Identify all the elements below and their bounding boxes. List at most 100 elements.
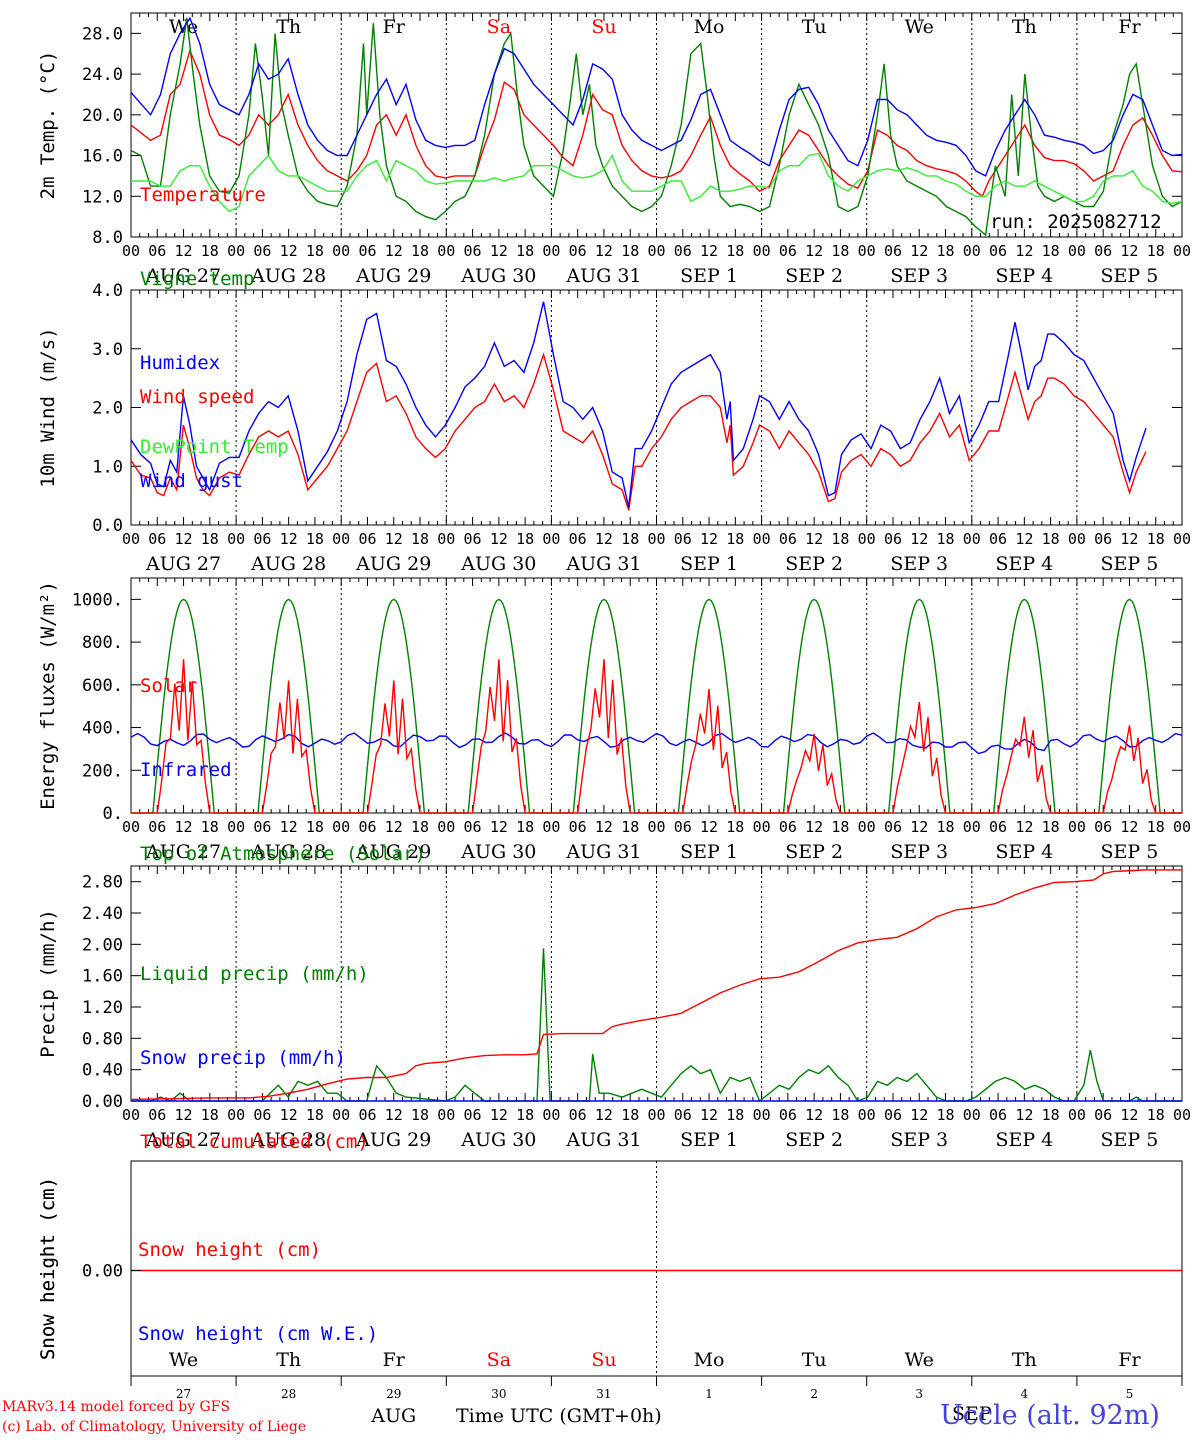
date-label: SEP 3: [890, 553, 948, 575]
hour-tick-label: 00: [858, 818, 876, 836]
date-label: SEP 1: [680, 841, 738, 863]
hour-tick-label: 18: [1147, 530, 1165, 548]
date-label: AUG 30: [460, 265, 536, 287]
hour-tick-label: 12: [805, 1106, 823, 1124]
hour-tick-label: 06: [674, 1106, 692, 1124]
hour-tick-label: 00: [647, 242, 665, 260]
hour-tick-label: 00: [1173, 1106, 1191, 1124]
legend-wind-speed: Wind speed: [140, 386, 255, 408]
hour-tick-label: 18: [936, 530, 954, 548]
date-label: SEP 1: [680, 553, 738, 575]
hour-tick-label: 06: [779, 530, 797, 548]
day-name-label: Th: [1012, 16, 1037, 38]
hour-tick-label: 12: [280, 1106, 298, 1124]
date-label: SEP 4: [995, 841, 1053, 863]
hour-tick-label: 18: [936, 818, 954, 836]
y-tick-label: 1.60: [82, 967, 123, 987]
hour-tick-label: 00: [227, 242, 245, 260]
hour-tick-label: 18: [1147, 242, 1165, 260]
legend-snow-height-we: Snow height (cm W.E.): [138, 1323, 379, 1345]
legend-temperature: Temperature: [140, 184, 266, 206]
hour-tick-label: 06: [1094, 530, 1112, 548]
date-label: AUG 28: [250, 553, 326, 575]
date-label: AUG 30: [460, 841, 536, 863]
series-solar: [131, 659, 1182, 814]
hour-tick-label: 00: [753, 1106, 771, 1124]
date-label: SEP 3: [890, 841, 948, 863]
hour-tick-label: 12: [595, 818, 613, 836]
hour-tick-label: 12: [385, 530, 403, 548]
hour-tick-label: 00: [647, 530, 665, 548]
date-label: AUG 27: [145, 1129, 221, 1151]
hour-tick-label: 00: [753, 242, 771, 260]
series-infrared: [130, 732, 1183, 755]
date-label: AUG 29: [355, 1129, 431, 1151]
hour-tick-label: 12: [490, 530, 508, 548]
hour-tick-label: 18: [411, 242, 429, 260]
date-label: SEP 5: [1101, 1129, 1159, 1151]
legend-total-cumulated: Total cumulated (cm): [140, 1131, 369, 1153]
day-name-label: Tu: [802, 1349, 827, 1371]
hour-tick-label: 06: [884, 818, 902, 836]
hour-tick-label: 18: [1147, 818, 1165, 836]
hour-tick-label: 06: [884, 530, 902, 548]
hour-tick-label: 18: [831, 530, 849, 548]
hour-tick-label: 18: [726, 530, 744, 548]
hour-tick-label: 06: [779, 1106, 797, 1124]
day-number-label: 1: [705, 1387, 713, 1401]
legend-vigne-temp: Vigne temp: [140, 268, 255, 290]
y-tick-label: 2.80: [82, 873, 123, 893]
y-tick-label: 0.00: [82, 1262, 123, 1282]
date-label: SEP 2: [785, 265, 843, 287]
hour-tick-label: 00: [1068, 530, 1086, 548]
hour-tick-label: 00: [1173, 242, 1191, 260]
hour-tick-label: 18: [1042, 1106, 1060, 1124]
hour-tick-label: 06: [884, 1106, 902, 1124]
hour-tick-label: 06: [674, 818, 692, 836]
hour-tick-label: 18: [621, 1106, 639, 1124]
y-tick-label: 0.80: [82, 1029, 123, 1049]
hour-tick-label: 18: [411, 530, 429, 548]
day-name-label: Tu: [802, 16, 827, 38]
date-label: SEP 4: [995, 1129, 1053, 1151]
hour-tick-label: 00: [122, 530, 140, 548]
hour-tick-label: 12: [700, 1106, 718, 1124]
day-name-label: We: [905, 16, 934, 38]
day-name-label: We: [169, 1349, 198, 1371]
hour-tick-label: 18: [831, 818, 849, 836]
day-name-label: Fr: [1118, 16, 1141, 38]
date-label: AUG 28: [250, 265, 326, 287]
day-name-label: Su: [591, 1349, 616, 1371]
series-humidex: [130, 16, 1183, 177]
hour-tick-label: 00: [858, 242, 876, 260]
hour-tick-label: 00: [1068, 1106, 1086, 1124]
date-label: AUG 28: [250, 841, 326, 863]
hour-tick-label: 18: [201, 1106, 219, 1124]
hour-tick-label: 06: [253, 530, 271, 548]
hour-tick-label: 12: [490, 242, 508, 260]
date-label: SEP 1: [680, 265, 738, 287]
hour-tick-label: 12: [700, 242, 718, 260]
legend-snow-height: Snow height (cm): [138, 1239, 322, 1261]
hour-tick-label: 06: [464, 530, 482, 548]
day-number-label: 2: [810, 1387, 818, 1401]
hour-tick-label: 12: [175, 530, 193, 548]
hour-tick-label: 00: [542, 1106, 560, 1124]
hour-tick-label: 12: [385, 242, 403, 260]
hour-tick-label: 18: [726, 242, 744, 260]
day-name-label: Fr: [383, 1349, 406, 1371]
date-label: SEP 3: [890, 265, 948, 287]
hour-tick-label: 18: [621, 242, 639, 260]
y-tick-label: 20.0: [82, 106, 123, 126]
y-tick-label: 2.00: [82, 935, 123, 955]
hour-tick-label: 18: [831, 1106, 849, 1124]
hour-tick-label: 18: [411, 1106, 429, 1124]
hour-tick-label: 00: [437, 1106, 455, 1124]
y-axis-label: Precip (mm/h): [37, 909, 59, 1058]
hour-tick-label: 18: [621, 818, 639, 836]
hour-tick-label: 18: [411, 818, 429, 836]
hour-tick-label: 06: [989, 242, 1007, 260]
hour-tick-label: 06: [148, 1106, 166, 1124]
hour-tick-label: 06: [358, 242, 376, 260]
date-label: AUG 28: [250, 1129, 326, 1151]
